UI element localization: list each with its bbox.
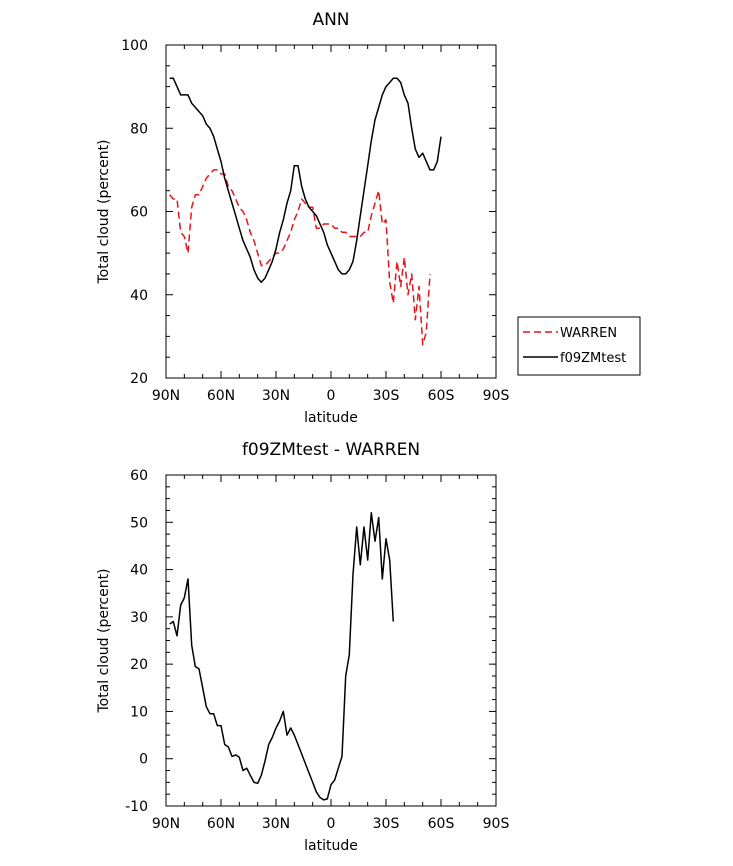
y-tick-label: 60 bbox=[130, 205, 148, 221]
x-axis-label: latitude bbox=[304, 410, 358, 426]
x-tick-label: 0 bbox=[327, 388, 336, 404]
x-tick-label: 60S bbox=[428, 816, 455, 832]
y-axis-label: Total cloud (percent) bbox=[96, 139, 112, 284]
chart-panel-bottom: f09ZMtest - WARREN 90N 60N 30N 0 30S 60S 90S -10… bbox=[96, 440, 509, 854]
y-tick-label: 20 bbox=[130, 657, 148, 673]
chart-title: f09ZMtest - WARREN bbox=[242, 440, 420, 460]
plot-frame bbox=[165, 44, 497, 379]
x-tick-label: 0 bbox=[327, 816, 336, 832]
y-tick-label: 60 bbox=[130, 468, 148, 484]
x-tick-label: 30S bbox=[373, 388, 400, 404]
y-tick-label: 30 bbox=[130, 610, 148, 626]
legend-label: f09ZMtest bbox=[560, 351, 626, 366]
x-axis-label: latitude bbox=[304, 838, 358, 854]
y-tick-label: 40 bbox=[130, 563, 148, 579]
x-tick-label: 60N bbox=[207, 816, 235, 832]
x-tick-label: 90N bbox=[152, 816, 180, 832]
y-tick-label: 80 bbox=[130, 121, 148, 137]
x-tick-label: 30N bbox=[262, 816, 290, 832]
legend-box bbox=[517, 316, 641, 376]
y-axis-label: Total cloud (percent) bbox=[96, 568, 112, 713]
series-line-warren bbox=[169, 169, 431, 346]
y-tick-label: 10 bbox=[130, 704, 148, 720]
plot-frame bbox=[165, 474, 497, 807]
y-tick-label: 20 bbox=[130, 371, 148, 387]
x-tick-label: 90N bbox=[152, 388, 180, 404]
y-tick-label: 50 bbox=[130, 515, 148, 531]
y-tick-label: 100 bbox=[121, 38, 148, 54]
y-tick-label: 0 bbox=[139, 752, 148, 768]
x-tick-label: 30S bbox=[373, 816, 400, 832]
x-tick-label: 60S bbox=[428, 388, 455, 404]
chart-title: ANN bbox=[312, 10, 349, 30]
legend-label: WARREN bbox=[560, 326, 617, 341]
x-tick-label: 30N bbox=[262, 388, 290, 404]
chart-panel-top: ANN 90N 60N 30N 0 30S 60S 90S 20 40 60 80 100 latitud… bbox=[96, 10, 509, 426]
series-line-f09zmtest bbox=[169, 77, 442, 284]
x-tick-label: 90S bbox=[483, 816, 510, 832]
x-tick-label: 90S bbox=[483, 388, 510, 404]
y-tick-label: 40 bbox=[130, 288, 148, 304]
legend: WARREN f09ZMtest bbox=[517, 316, 641, 376]
series-line-difference bbox=[169, 512, 395, 801]
y-tick-label: -10 bbox=[125, 799, 148, 815]
x-tick-label: 60N bbox=[207, 388, 235, 404]
